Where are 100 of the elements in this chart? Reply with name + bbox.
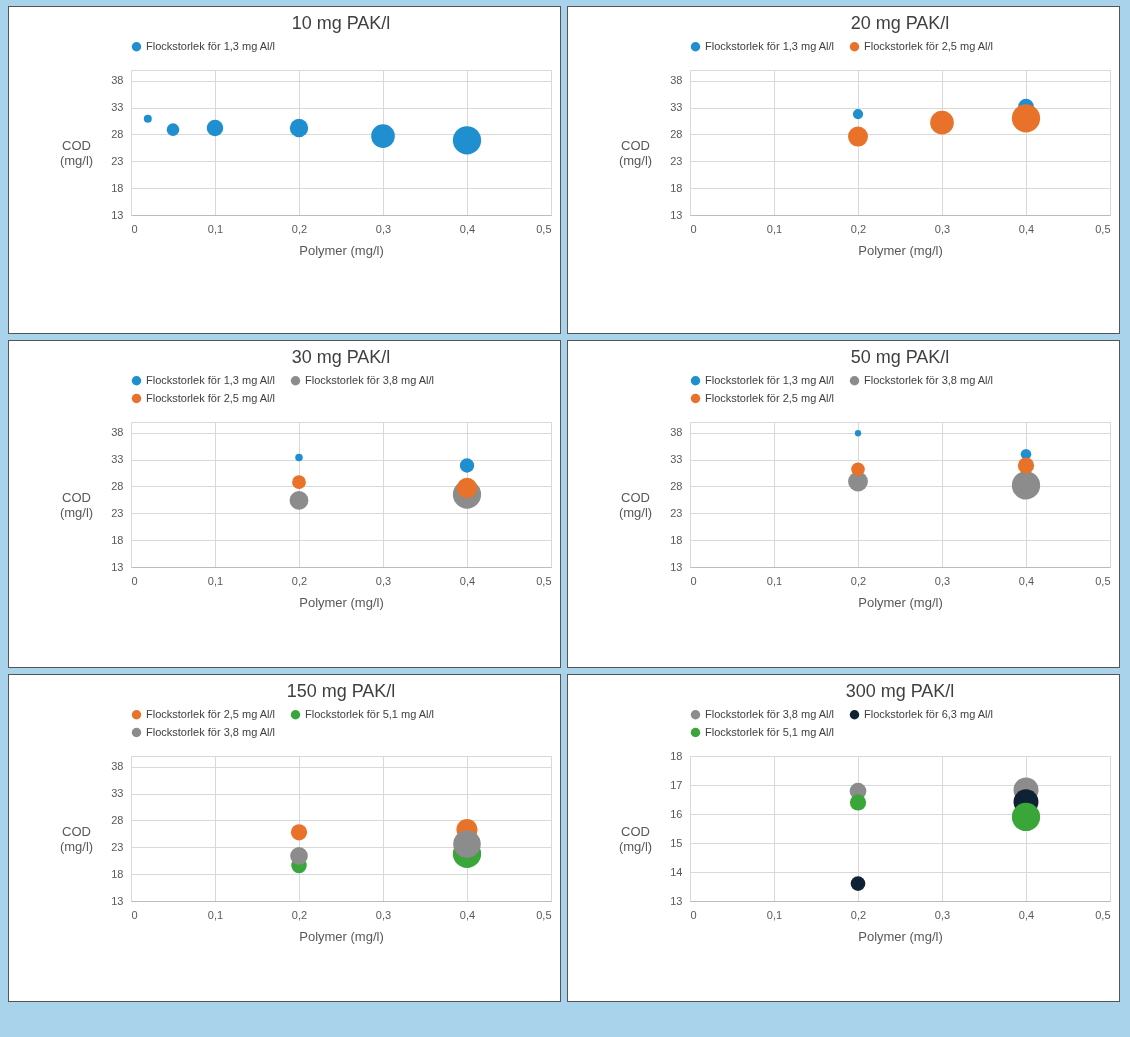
x-tick-label: 0,4	[1018, 222, 1035, 235]
y-axis-title: COD (mg/l)	[59, 823, 94, 854]
x-tick-label: 0,2	[291, 574, 308, 587]
legend-label: Flockstorlek för 6,3 mg Al/l	[864, 707, 993, 720]
y-tick-label: 33	[111, 787, 124, 800]
x-axis-title: Polymer (mg/l)	[299, 928, 384, 944]
x-tick-label: 0	[131, 574, 138, 587]
legend-label: Flockstorlek för 2,5 mg Al/l	[146, 707, 275, 720]
y-axis-title: COD (mg/l)	[59, 137, 94, 168]
x-tick-label: 0,1	[766, 908, 783, 921]
x-tick-label: 0,4	[459, 908, 476, 921]
x-tick-label: 0,1	[766, 574, 783, 587]
x-axis-title: Polymer (mg/l)	[858, 594, 943, 610]
x-tick-label: 0	[131, 908, 138, 921]
x-axis-title: Polymer (mg/l)	[858, 242, 943, 258]
y-axis-title: COD (mg/l)	[618, 489, 653, 520]
y-tick-label: 28	[670, 479, 683, 492]
y-tick-label: 38	[111, 74, 124, 87]
y-axis-title: COD (mg/l)	[618, 823, 653, 854]
y-tick-label: 18	[670, 533, 683, 546]
x-tick-label: 0,2	[291, 222, 308, 235]
chart-title: 20 mg PAK/l	[850, 13, 950, 33]
y-tick-label: 13	[670, 894, 683, 907]
y-tick-label: 18	[670, 181, 683, 194]
x-tick-label: 0,4	[459, 222, 476, 235]
y-tick-label: 18	[670, 749, 683, 762]
y-tick-label: 14	[670, 865, 683, 878]
legend-label: Flockstorlek för 2,5 mg Al/l	[705, 391, 834, 404]
legend-label: Flockstorlek för 5,1 mg Al/l	[705, 725, 834, 738]
x-tick-label: 0,5	[1095, 574, 1111, 587]
y-tick-label: 33	[670, 453, 683, 466]
x-tick-label: 0,5	[536, 908, 552, 921]
y-axis-title: COD (mg/l)	[618, 137, 653, 168]
x-tick-label: 0,3	[934, 908, 951, 921]
y-tick-label: 16	[670, 807, 683, 820]
chart-title: 10 mg PAK/l	[291, 13, 391, 33]
legend-label: Flockstorlek för 2,5 mg Al/l	[146, 391, 275, 404]
y-tick-label: 23	[111, 506, 124, 519]
y-tick-label: 28	[670, 127, 683, 140]
chart-title: 300 mg PAK/l	[845, 681, 955, 701]
x-tick-label: 0,2	[291, 908, 308, 921]
x-tick-label: 0,2	[850, 908, 867, 921]
y-tick-label: 13	[111, 894, 124, 907]
x-tick-label: 0,3	[934, 222, 951, 235]
y-tick-label: 13	[670, 560, 683, 573]
legend-label: Flockstorlek för 1,3 mg Al/l	[705, 39, 834, 52]
y-tick-label: 38	[670, 74, 683, 87]
legend-label: Flockstorlek för 5,1 mg Al/l	[305, 707, 434, 720]
x-tick-label: 0,4	[1018, 908, 1035, 921]
y-tick-label: 13	[111, 208, 124, 221]
y-tick-label: 23	[670, 154, 683, 167]
legend-label: Flockstorlek för 3,8 mg Al/l	[705, 707, 834, 720]
y-tick-label: 38	[111, 760, 124, 773]
y-tick-label: 33	[670, 101, 683, 114]
y-tick-label: 38	[670, 426, 683, 439]
y-tick-label: 28	[111, 479, 124, 492]
y-tick-label: 23	[111, 840, 124, 853]
y-tick-label: 33	[111, 453, 124, 466]
y-tick-label: 18	[111, 533, 124, 546]
x-tick-label: 0,1	[207, 908, 224, 921]
y-tick-label: 13	[670, 208, 683, 221]
chart-title: 150 mg PAK/l	[286, 681, 396, 701]
chart-title: 50 mg PAK/l	[850, 347, 950, 367]
x-tick-label: 0,1	[766, 222, 783, 235]
x-tick-label: 0,1	[207, 574, 224, 587]
x-tick-label: 0	[690, 574, 697, 587]
x-tick-label: 0,2	[850, 574, 867, 587]
x-tick-label: 0,2	[850, 222, 867, 235]
y-tick-label: 28	[111, 127, 124, 140]
y-tick-label: 15	[670, 836, 683, 849]
x-tick-label: 0,3	[934, 574, 951, 587]
x-tick-label: 0,5	[536, 222, 552, 235]
legend-label: Flockstorlek för 3,8 mg Al/l	[146, 725, 275, 738]
x-tick-label: 0,5	[1095, 222, 1111, 235]
y-tick-label: 18	[111, 181, 124, 194]
x-axis-title: Polymer (mg/l)	[299, 242, 384, 258]
x-tick-label: 0	[131, 222, 138, 235]
x-tick-label: 0,5	[536, 574, 552, 587]
y-tick-label: 17	[670, 778, 683, 791]
y-axis-title: COD (mg/l)	[59, 489, 94, 520]
y-tick-label: 33	[111, 101, 124, 114]
x-tick-label: 0	[690, 908, 697, 921]
y-tick-label: 23	[111, 154, 124, 167]
legend-label: Flockstorlek för 3,8 mg Al/l	[864, 373, 993, 386]
legend-label: Flockstorlek för 1,3 mg Al/l	[705, 373, 834, 386]
x-tick-label: 0,5	[1095, 908, 1111, 921]
legend-label: Flockstorlek för 2,5 mg Al/l	[864, 39, 993, 52]
y-tick-label: 23	[670, 506, 683, 519]
y-tick-label: 38	[111, 426, 124, 439]
chart-title: 30 mg PAK/l	[291, 347, 391, 367]
x-tick-label: 0,3	[375, 908, 392, 921]
legend-label: Flockstorlek för 3,8 mg Al/l	[305, 373, 434, 386]
x-axis-title: Polymer (mg/l)	[299, 594, 384, 610]
x-tick-label: 0,4	[1018, 574, 1035, 587]
x-tick-label: 0,1	[207, 222, 224, 235]
y-tick-label: 18	[111, 867, 124, 880]
x-axis-title: Polymer (mg/l)	[858, 928, 943, 944]
x-tick-label: 0,4	[459, 574, 476, 587]
y-tick-label: 28	[111, 813, 124, 826]
x-tick-label: 0,3	[375, 222, 392, 235]
